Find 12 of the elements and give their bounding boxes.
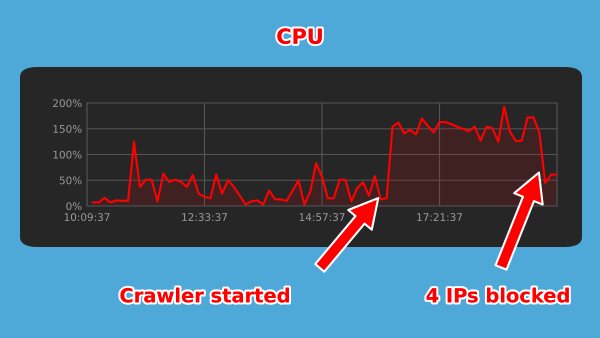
y-tick-label: 0% — [66, 202, 82, 210]
x-tick-label: 17:21:37 — [417, 213, 462, 222]
x-tick-label: 14:57:37 — [300, 213, 344, 222]
chart-title: CPU — [277, 28, 322, 44]
x-tick-label: 12:33:37 — [182, 213, 227, 222]
text: 4 IPs blocked — [426, 288, 569, 303]
y-tick-label: 100% — [54, 150, 82, 159]
y-tick-label: 50% — [60, 176, 82, 184]
text: Crawler started — [120, 288, 289, 303]
y-tick-label: 200% — [53, 99, 82, 108]
x-tick-label: 10:09:37 — [64, 213, 110, 222]
y-tick-label: 150% — [54, 124, 82, 133]
